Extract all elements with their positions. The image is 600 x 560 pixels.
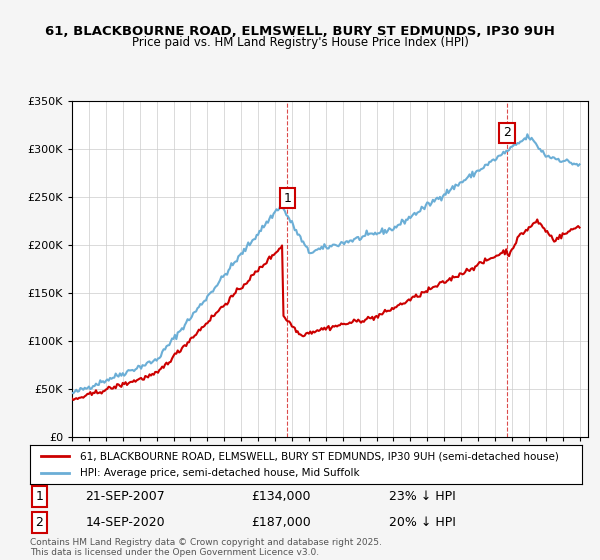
Text: HPI: Average price, semi-detached house, Mid Suffolk: HPI: Average price, semi-detached house,… bbox=[80, 468, 359, 478]
Text: 20% ↓ HPI: 20% ↓ HPI bbox=[389, 516, 455, 529]
Text: 2: 2 bbox=[503, 127, 511, 139]
Text: £187,000: £187,000 bbox=[251, 516, 311, 529]
Text: 2: 2 bbox=[35, 516, 43, 529]
Text: 1: 1 bbox=[35, 490, 43, 503]
Text: Contains HM Land Registry data © Crown copyright and database right 2025.
This d: Contains HM Land Registry data © Crown c… bbox=[30, 538, 382, 557]
Text: £134,000: £134,000 bbox=[251, 490, 310, 503]
Text: Price paid vs. HM Land Registry's House Price Index (HPI): Price paid vs. HM Land Registry's House … bbox=[131, 36, 469, 49]
Text: 23% ↓ HPI: 23% ↓ HPI bbox=[389, 490, 455, 503]
Text: 21-SEP-2007: 21-SEP-2007 bbox=[85, 490, 165, 503]
Text: 61, BLACKBOURNE ROAD, ELMSWELL, BURY ST EDMUNDS, IP30 9UH (semi-detached house): 61, BLACKBOURNE ROAD, ELMSWELL, BURY ST … bbox=[80, 451, 559, 461]
Text: 14-SEP-2020: 14-SEP-2020 bbox=[85, 516, 165, 529]
Text: 61, BLACKBOURNE ROAD, ELMSWELL, BURY ST EDMUNDS, IP30 9UH: 61, BLACKBOURNE ROAD, ELMSWELL, BURY ST … bbox=[45, 25, 555, 38]
Text: 1: 1 bbox=[283, 192, 291, 204]
